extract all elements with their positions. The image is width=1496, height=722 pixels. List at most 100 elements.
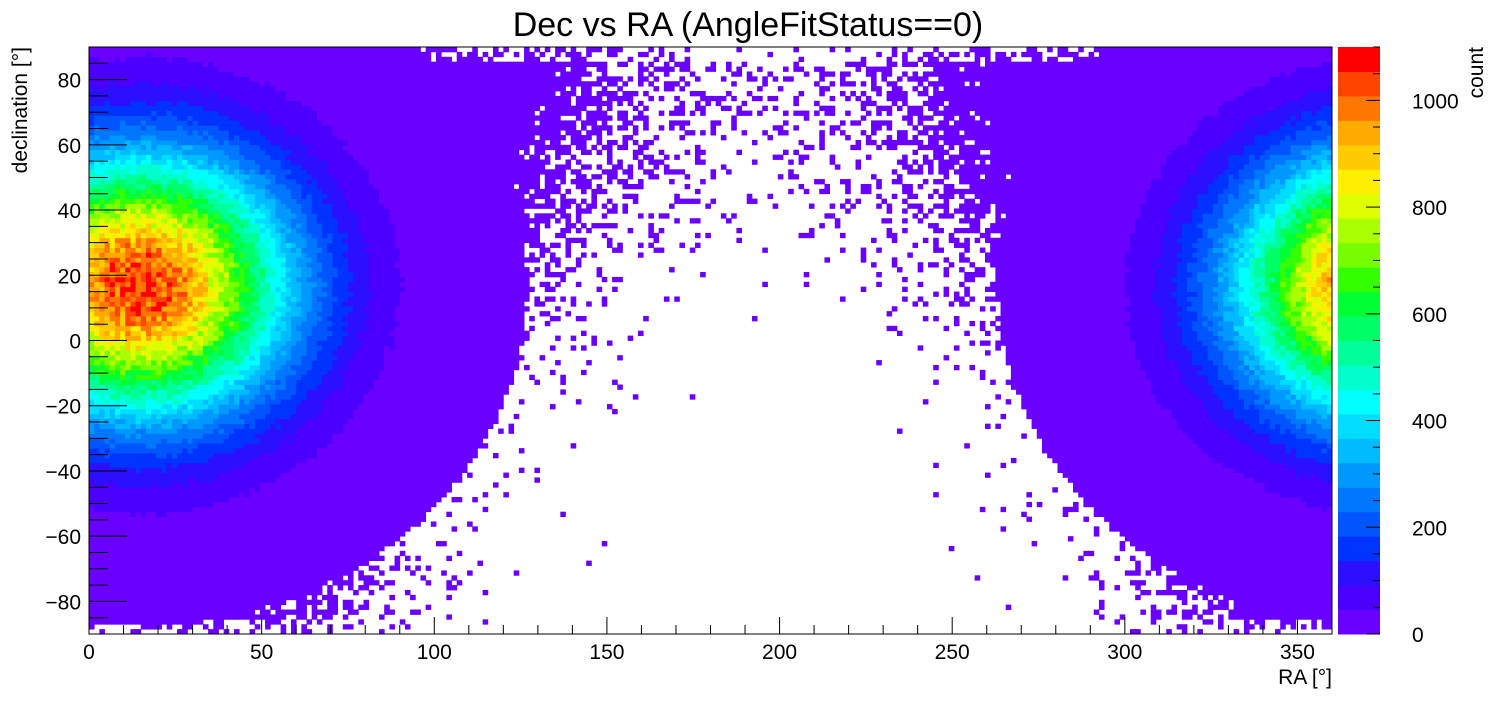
heatmap-cell [234, 169, 240, 175]
heatmap-cell [218, 174, 225, 180]
heatmap-cell [145, 355, 152, 361]
heatmap-cell [290, 624, 297, 630]
heatmap-cell [135, 604, 142, 610]
heatmap-cell [182, 203, 188, 209]
heatmap-cell [114, 252, 121, 258]
heatmap-cell [94, 482, 100, 488]
heatmap-cell [306, 521, 313, 527]
heatmap-cell [202, 477, 209, 483]
heatmap-cell [177, 443, 183, 449]
heatmap-cell [161, 252, 168, 258]
heatmap-cell [104, 604, 111, 610]
heatmap-cell [197, 408, 204, 415]
heatmap-cell [197, 291, 204, 297]
heatmap-cell [135, 609, 142, 615]
heatmap-cell [234, 389, 240, 395]
heatmap-cell [140, 585, 147, 591]
heatmap-cell [275, 208, 282, 214]
heatmap-cell [166, 350, 173, 356]
heatmap-cell [161, 374, 168, 381]
heatmap-cell [156, 350, 162, 356]
heatmap-cell [89, 169, 95, 175]
heatmap-cell [202, 364, 209, 371]
heatmap-cell [285, 115, 292, 121]
heatmap-cell [218, 286, 225, 292]
heatmap-cell [135, 325, 142, 332]
heatmap-cell [249, 174, 256, 180]
heatmap-cell [171, 330, 178, 337]
heatmap-cell [156, 262, 162, 268]
heatmap-cell [259, 516, 266, 522]
heatmap-cell [234, 110, 240, 116]
heatmap-cell [234, 384, 240, 390]
heatmap-cell [197, 369, 204, 376]
heatmap-cell [213, 125, 219, 131]
heatmap-cell [89, 252, 95, 258]
heatmap-cell [208, 443, 214, 449]
heatmap-cell [254, 580, 261, 586]
heatmap-cell [249, 169, 256, 175]
heatmap-cell [156, 149, 162, 156]
heatmap-cell [135, 76, 142, 82]
heatmap-cell [151, 227, 157, 234]
heatmap-cell [166, 462, 173, 469]
heatmap-cell [161, 497, 168, 503]
heatmap-cell [130, 609, 137, 615]
heatmap-cell [94, 555, 100, 562]
heatmap-cell [166, 580, 173, 586]
heatmap-cell [130, 316, 137, 322]
heatmap-cell [234, 580, 240, 586]
heatmap-cell [192, 404, 199, 410]
heatmap-cell [270, 355, 276, 361]
heatmap-cell [301, 213, 307, 219]
heatmap-cell [130, 428, 137, 434]
heatmap-cell [140, 208, 147, 214]
heatmap-cell [109, 570, 116, 576]
heatmap-cell [99, 619, 105, 625]
heatmap-cell [197, 575, 204, 581]
heatmap-cell [140, 443, 147, 449]
heatmap-cell [166, 105, 173, 111]
heatmap-cell [151, 252, 157, 258]
heatmap-cell [99, 232, 105, 239]
heatmap-cell [223, 487, 230, 493]
heatmap-cell [270, 443, 276, 449]
heatmap-cell [94, 614, 100, 620]
heatmap-cell [249, 76, 256, 82]
heatmap-cell [109, 506, 116, 513]
heatmap-cell [249, 291, 256, 297]
heatmap-cell [130, 47, 137, 53]
heatmap-cell [280, 428, 287, 434]
heatmap-cell [156, 95, 162, 102]
heatmap-cell [177, 144, 183, 151]
heatmap-cell [234, 51, 240, 58]
heatmap-cell [120, 516, 126, 522]
heatmap-cell [192, 100, 199, 107]
heatmap-cell [228, 61, 235, 67]
heatmap-cell [239, 232, 245, 239]
heatmap-cell [254, 76, 261, 82]
heatmap-cell [120, 350, 126, 356]
heatmap-cell [244, 580, 250, 586]
heatmap-cell [301, 71, 307, 77]
heatmap-cell [234, 355, 240, 361]
heatmap-cell [280, 629, 287, 635]
heatmap-cell [156, 325, 162, 332]
heatmap-cell [244, 472, 250, 478]
heatmap-cell [99, 501, 105, 508]
heatmap-cell [208, 71, 214, 77]
heatmap-cell [234, 541, 240, 547]
heatmap-cell [187, 247, 193, 253]
heatmap-cell [197, 453, 204, 459]
heatmap-cell [89, 247, 95, 253]
heatmap-cell [192, 272, 199, 278]
heatmap-cell [145, 296, 152, 302]
heatmap-cell [285, 609, 292, 615]
heatmap-cell [135, 120, 142, 126]
heatmap-cell [270, 95, 276, 102]
heatmap-cell [249, 100, 256, 107]
heatmap-cell [156, 526, 162, 532]
heatmap-cell [234, 227, 240, 234]
heatmap-cell [135, 550, 142, 557]
heatmap-cell [120, 570, 126, 576]
